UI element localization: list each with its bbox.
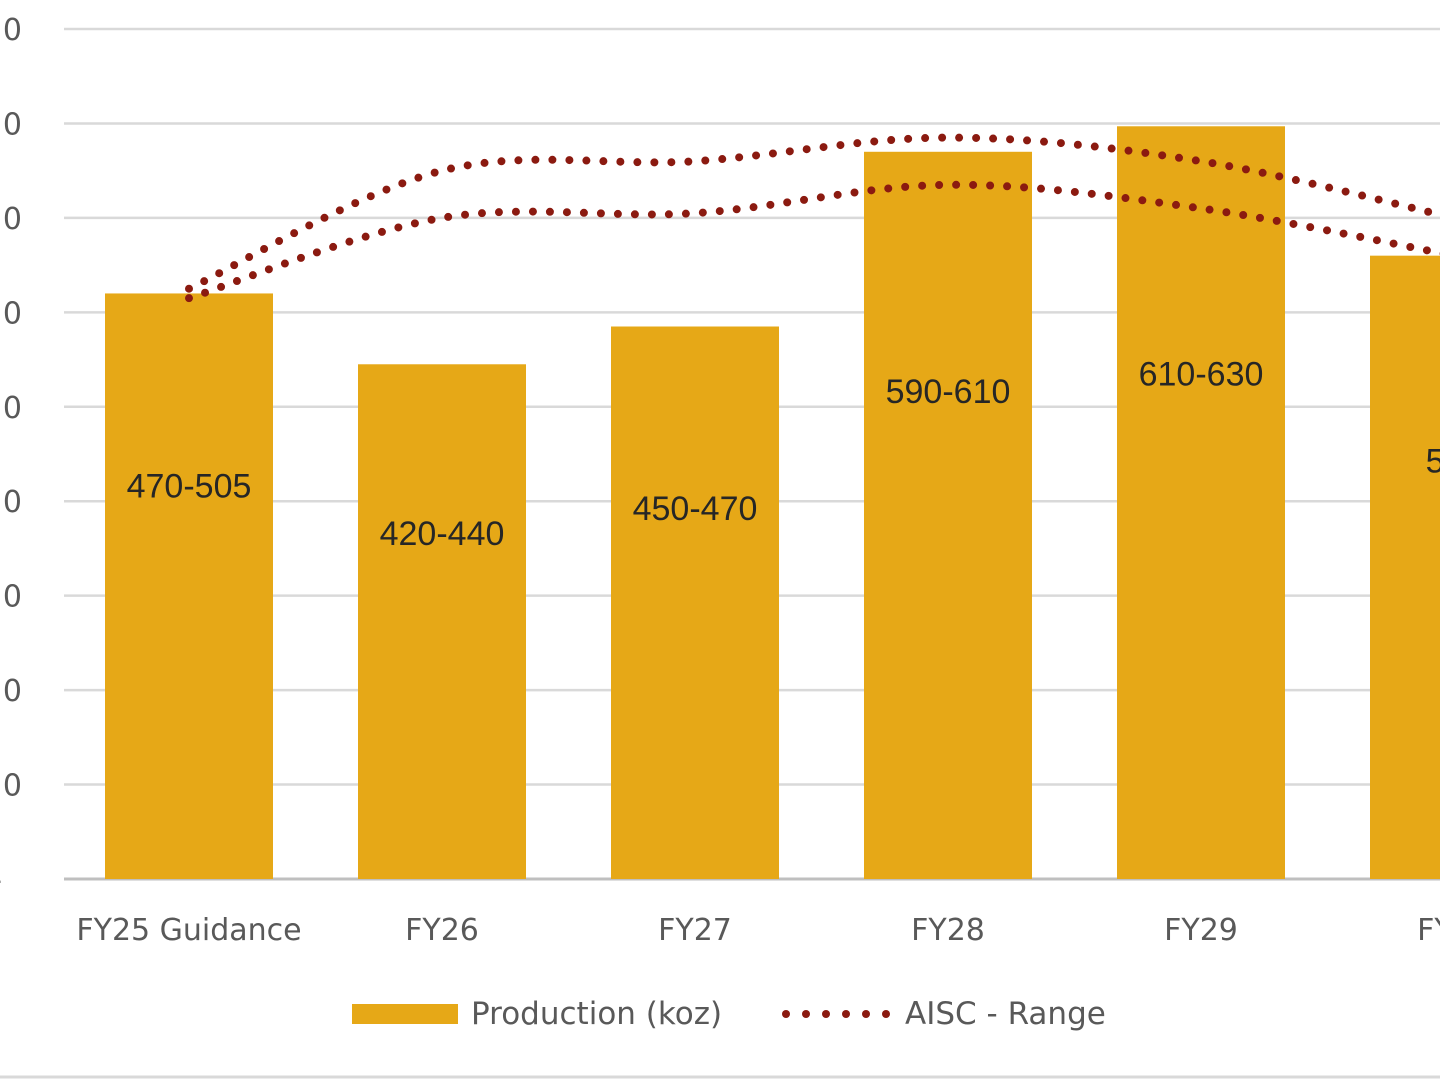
bar-data-labels: 470-505 420-440 450-470 590-610 610-630 510 bbox=[127, 356, 1440, 553]
x-tick-label: FY26 bbox=[405, 913, 479, 948]
x-tick-label: FY25 Guidance bbox=[76, 913, 301, 948]
y-tick-label: 0 bbox=[3, 674, 22, 709]
legend-label-aisc: AISC - Range bbox=[905, 996, 1106, 1032]
x-axis-ticks: FY25 Guidance FY26 FY27 FY28 FY29 FY30 bbox=[76, 913, 1440, 948]
bar-value-label: 470-505 bbox=[127, 468, 252, 506]
production-bar bbox=[358, 364, 526, 879]
legend-dot bbox=[822, 1010, 830, 1018]
legend-dot bbox=[802, 1010, 810, 1018]
production-bar bbox=[1117, 126, 1285, 880]
legend-dot bbox=[842, 1010, 850, 1018]
legend-label-production: Production (koz) bbox=[471, 996, 722, 1032]
bar-value-label: 610-630 bbox=[1139, 356, 1264, 394]
production-bar bbox=[1370, 255, 1440, 879]
production-bars bbox=[105, 126, 1440, 880]
legend-dot bbox=[782, 1010, 790, 1018]
x-tick-label: FY27 bbox=[658, 913, 732, 948]
y-tick-label: 0 bbox=[3, 107, 22, 142]
production-bar bbox=[611, 326, 779, 879]
bar-value-label: 450-470 bbox=[633, 490, 758, 528]
aisc-range-lines bbox=[185, 133, 1440, 303]
x-tick-label: FY30 bbox=[1417, 913, 1440, 948]
legend-dot bbox=[862, 1010, 870, 1018]
y-tick-label: 0 bbox=[3, 485, 22, 520]
y-axis-ticks: 0 0 0 0 0 0 0 0 0 - bbox=[0, 13, 22, 898]
x-tick-label: FY28 bbox=[911, 913, 985, 948]
bar-value-label: 590-610 bbox=[886, 373, 1011, 411]
legend-swatch-production bbox=[352, 1004, 458, 1024]
y-tick-label: 0 bbox=[3, 391, 22, 426]
x-tick-label: FY29 bbox=[1164, 913, 1238, 948]
legend-swatch-aisc bbox=[782, 1010, 890, 1018]
production-bar bbox=[105, 293, 273, 879]
y-tick-label: 0 bbox=[3, 580, 22, 615]
y-tick-label: 0 bbox=[3, 13, 22, 48]
y-tick-label: - bbox=[0, 863, 2, 898]
y-tick-label: 0 bbox=[3, 296, 22, 331]
aisc-range-line-lower bbox=[185, 180, 1440, 303]
bar-value-label: 420-440 bbox=[380, 515, 505, 553]
y-tick-label: 0 bbox=[3, 769, 22, 804]
legend: Production (koz) AISC - Range bbox=[352, 996, 1106, 1032]
y-tick-label: 0 bbox=[3, 202, 22, 237]
bar-value-label: 510 bbox=[1426, 442, 1440, 480]
aisc-range-line-upper bbox=[185, 133, 1440, 293]
production-bar bbox=[864, 151, 1032, 879]
legend-dot bbox=[882, 1010, 890, 1018]
